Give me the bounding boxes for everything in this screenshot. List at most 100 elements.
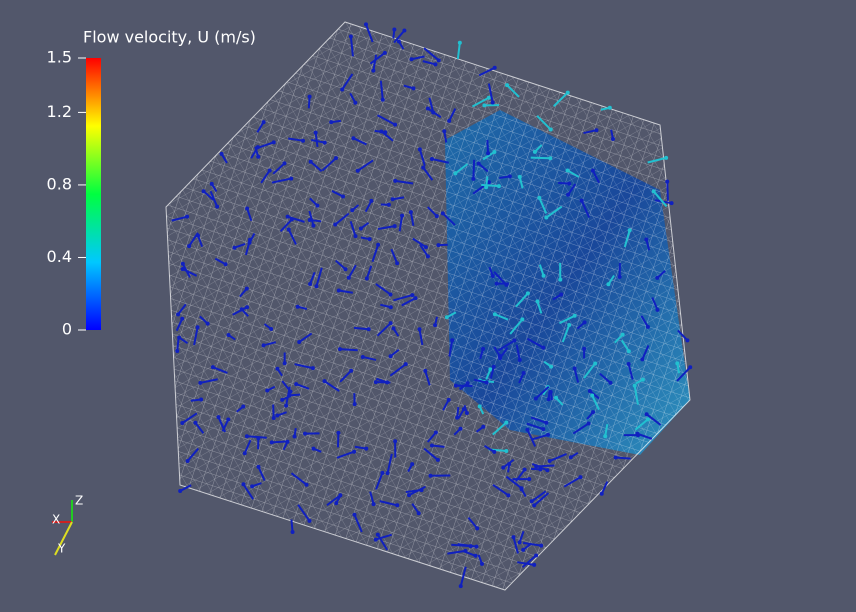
arrow-head bbox=[490, 100, 495, 105]
arrow bbox=[297, 504, 311, 522]
arrow bbox=[676, 366, 691, 382]
arrow-head bbox=[417, 327, 422, 332]
arrow-head bbox=[416, 511, 421, 516]
arrow bbox=[567, 169, 580, 178]
arrow-head bbox=[290, 529, 295, 534]
arrow-head bbox=[572, 313, 577, 318]
arrow bbox=[538, 197, 548, 214]
arrow bbox=[309, 271, 316, 285]
arrow-head bbox=[340, 87, 345, 92]
arrow bbox=[531, 463, 548, 472]
arrow bbox=[536, 115, 552, 131]
arrow-head bbox=[567, 322, 572, 327]
arrow bbox=[647, 156, 667, 164]
arrow-head bbox=[284, 403, 289, 408]
arrow bbox=[492, 483, 509, 497]
arrow bbox=[522, 541, 542, 547]
arrow-head bbox=[450, 338, 455, 343]
arrow-head bbox=[590, 168, 595, 173]
arrow bbox=[369, 52, 386, 65]
arrow-head bbox=[477, 404, 482, 409]
arrow-head bbox=[669, 201, 674, 206]
arrow bbox=[412, 237, 427, 248]
arrow-head bbox=[626, 349, 631, 354]
colorbar: Flow velocity, U (m/s) 0 0.4 0.8 1.2 1.5 bbox=[47, 28, 256, 339]
axis-y: Y bbox=[57, 542, 66, 556]
arrow-head bbox=[333, 156, 338, 161]
arrow bbox=[526, 337, 544, 349]
arrow bbox=[583, 129, 597, 135]
arrow bbox=[567, 183, 577, 196]
arrow bbox=[357, 159, 374, 172]
arrow bbox=[287, 215, 305, 223]
arrow-head bbox=[491, 364, 496, 369]
arrow-head bbox=[285, 439, 290, 444]
arrow-head bbox=[337, 347, 342, 352]
arrow-head bbox=[245, 206, 250, 211]
arrow bbox=[379, 80, 384, 100]
arrow bbox=[448, 108, 457, 122]
arrow-head bbox=[548, 156, 553, 161]
arrow-head bbox=[392, 224, 397, 229]
arrow-head bbox=[545, 468, 550, 473]
arrow-head bbox=[314, 284, 319, 289]
colorbar-gradient bbox=[86, 58, 101, 330]
arrow bbox=[315, 267, 323, 287]
arrow-head bbox=[505, 83, 510, 88]
arrow bbox=[181, 263, 191, 278]
arrow bbox=[393, 29, 406, 44]
arrow-head bbox=[610, 136, 615, 141]
arrow bbox=[442, 212, 456, 226]
arrow-head bbox=[287, 393, 292, 398]
arrow-head bbox=[486, 180, 491, 185]
arrow bbox=[457, 543, 477, 548]
arrow-head bbox=[665, 179, 670, 184]
arrow-head bbox=[486, 151, 491, 156]
arrow bbox=[424, 370, 431, 386]
arrow-head bbox=[685, 338, 690, 343]
arrow bbox=[409, 211, 415, 226]
arrow bbox=[339, 369, 352, 383]
arrow-head bbox=[271, 140, 276, 145]
arrow bbox=[314, 132, 319, 147]
arrow-head bbox=[548, 127, 553, 132]
arrow bbox=[428, 97, 435, 113]
arrow-head bbox=[457, 40, 462, 45]
arrow bbox=[362, 355, 377, 361]
arrow-head bbox=[175, 349, 180, 354]
arrow bbox=[477, 162, 489, 173]
arrow-head bbox=[593, 361, 598, 366]
arrow-head bbox=[461, 407, 466, 412]
arrow-head bbox=[400, 213, 405, 218]
arrow-head bbox=[651, 189, 656, 194]
arrow-head bbox=[688, 365, 693, 370]
arrow-head bbox=[471, 176, 476, 181]
arrow bbox=[376, 114, 396, 126]
arrow-head bbox=[180, 266, 185, 271]
arrow-head bbox=[232, 245, 237, 250]
arrow-head bbox=[490, 273, 495, 278]
arrow-head bbox=[541, 273, 546, 278]
arrow-head bbox=[433, 430, 438, 435]
arrow-head bbox=[433, 323, 438, 328]
arrow bbox=[487, 83, 494, 103]
arrow-head bbox=[606, 282, 611, 287]
arrow bbox=[456, 42, 461, 60]
arrow-head bbox=[675, 361, 680, 366]
arrow bbox=[379, 500, 398, 507]
arrow-head bbox=[366, 327, 371, 332]
arrow bbox=[364, 200, 373, 213]
arrow-head bbox=[549, 364, 554, 369]
arrow-head bbox=[205, 321, 210, 326]
arrow-head bbox=[532, 562, 537, 567]
tick-label: 0.4 bbox=[47, 247, 72, 266]
arrow bbox=[489, 366, 495, 379]
arrow-head bbox=[474, 544, 479, 549]
arrow-head bbox=[559, 292, 564, 297]
arrow-head bbox=[586, 421, 591, 426]
arrow bbox=[431, 158, 450, 164]
arrow-head bbox=[244, 286, 249, 291]
arrow-head bbox=[428, 473, 433, 478]
arrow bbox=[591, 170, 600, 184]
arrow-head bbox=[644, 412, 649, 417]
